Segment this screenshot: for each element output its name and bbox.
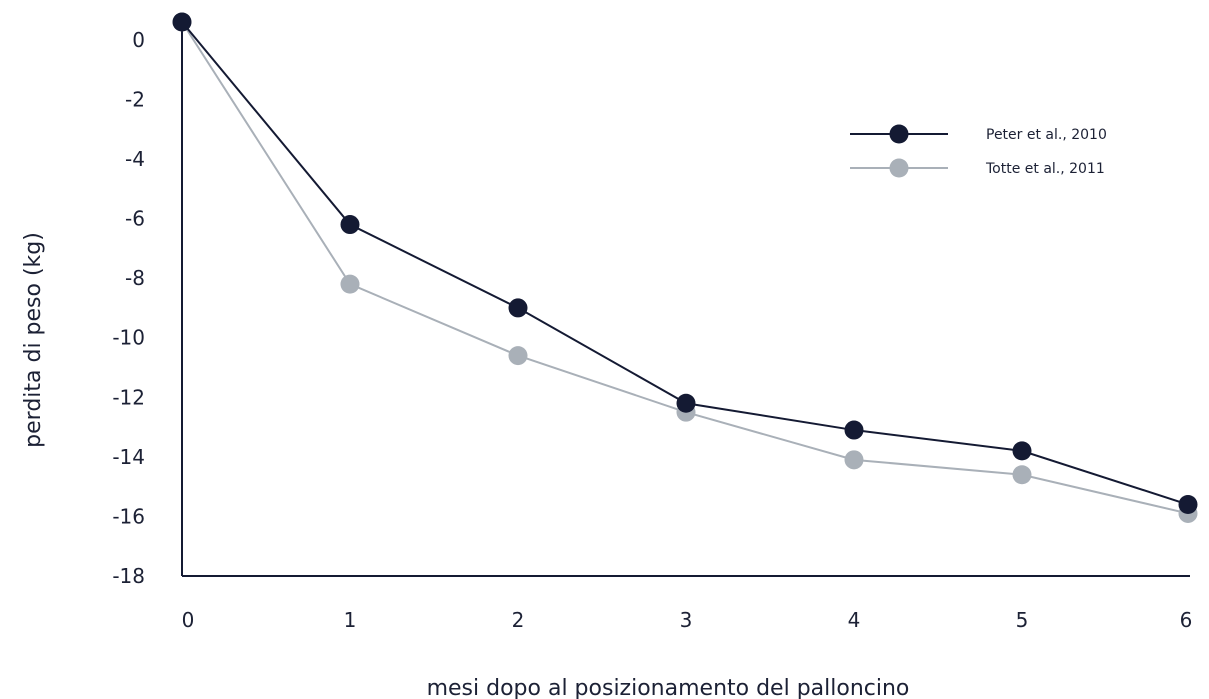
y-tick-label: -14 bbox=[112, 445, 145, 469]
legend: Peter et al., 2010 Totte et al., 2011 bbox=[850, 124, 1107, 178]
y-tick-label: -18 bbox=[112, 564, 145, 588]
series-2-point bbox=[1012, 465, 1032, 485]
series-1-point bbox=[340, 215, 360, 235]
y-tick-label: -16 bbox=[112, 504, 145, 528]
series-1-point bbox=[508, 298, 528, 318]
y-tick-label: 0 bbox=[132, 28, 145, 52]
series-line-1 bbox=[181, 21, 1189, 506]
series-line-2 bbox=[181, 21, 1189, 515]
x-tick-label: 0 bbox=[182, 608, 195, 632]
y-tick-label: -12 bbox=[112, 385, 145, 409]
series-1-point bbox=[676, 393, 696, 413]
legend-marker bbox=[889, 158, 909, 178]
y-tick-label: -6 bbox=[125, 207, 145, 231]
legend-label: Totte et al., 2011 bbox=[985, 161, 1105, 177]
y-tick-label: -10 bbox=[112, 326, 145, 350]
series-1-point bbox=[1012, 441, 1032, 461]
axes bbox=[181, 20, 1190, 577]
x-tick-label: 4 bbox=[848, 608, 861, 632]
series-1-point bbox=[844, 420, 864, 440]
series-1-point bbox=[1178, 495, 1198, 515]
series-2-point bbox=[844, 450, 864, 470]
y-axis-title: perdita di peso (kg) bbox=[21, 232, 46, 448]
x-tick-label: 3 bbox=[680, 608, 693, 632]
y-tick-labels: 0 -2 -4 -6 -8 -10 -12 -14 -16 -18 bbox=[112, 28, 145, 588]
legend-label: Peter et al., 2010 bbox=[986, 127, 1107, 143]
x-tick-label: 5 bbox=[1016, 608, 1029, 632]
series-2-point bbox=[340, 274, 360, 294]
x-tick-labels: 0 1 2 3 4 5 6 bbox=[182, 608, 1193, 632]
series-2-point bbox=[508, 346, 528, 366]
legend-marker bbox=[889, 124, 909, 144]
series-1-point bbox=[172, 12, 192, 32]
x-axis-title: mesi dopo al posizionamento del pallonci… bbox=[427, 676, 910, 699]
x-tick-label: 1 bbox=[344, 608, 357, 632]
x-tick-label: 6 bbox=[1180, 608, 1193, 632]
y-tick-label: -2 bbox=[125, 87, 145, 111]
y-tick-label: -8 bbox=[125, 266, 145, 290]
x-tick-label: 2 bbox=[512, 608, 525, 632]
series-group bbox=[172, 12, 1198, 523]
y-tick-label: -4 bbox=[125, 147, 145, 171]
